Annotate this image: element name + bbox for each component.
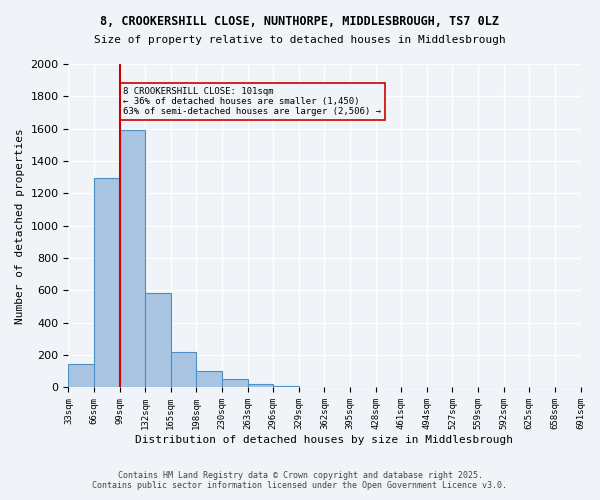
Bar <box>94 178 119 388</box>
X-axis label: Distribution of detached houses by size in Middlesbrough: Distribution of detached houses by size … <box>136 435 514 445</box>
Bar <box>222 379 248 388</box>
Bar <box>145 293 171 388</box>
Y-axis label: Number of detached properties: Number of detached properties <box>15 128 25 324</box>
Text: 8 CROOKERSHILL CLOSE: 101sqm
← 36% of detached houses are smaller (1,450)
63% of: 8 CROOKERSHILL CLOSE: 101sqm ← 36% of de… <box>124 86 382 117</box>
Bar <box>68 364 94 388</box>
Bar <box>171 352 196 388</box>
Text: Contains HM Land Registry data © Crown copyright and database right 2025.
Contai: Contains HM Land Registry data © Crown c… <box>92 470 508 490</box>
Bar <box>196 372 222 388</box>
Bar <box>248 384 273 388</box>
Bar <box>119 130 145 388</box>
Text: 8, CROOKERSHILL CLOSE, NUNTHORPE, MIDDLESBROUGH, TS7 0LZ: 8, CROOKERSHILL CLOSE, NUNTHORPE, MIDDLE… <box>101 15 499 28</box>
Bar <box>273 386 299 388</box>
Text: Size of property relative to detached houses in Middlesbrough: Size of property relative to detached ho… <box>94 35 506 45</box>
